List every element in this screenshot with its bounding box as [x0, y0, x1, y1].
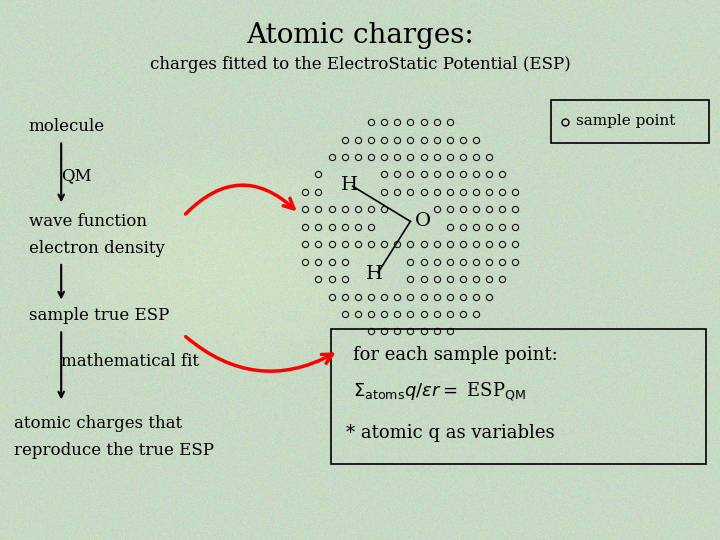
Text: reproduce the true ESP: reproduce the true ESP	[14, 442, 215, 460]
Text: electron density: electron density	[29, 240, 165, 257]
Text: Atomic charges:: Atomic charges:	[246, 22, 474, 49]
Text: QM: QM	[61, 167, 92, 184]
Text: for each sample point:: for each sample point:	[353, 347, 557, 364]
Text: sample point: sample point	[576, 114, 675, 129]
Text: sample true ESP: sample true ESP	[29, 307, 169, 325]
Text: H: H	[341, 176, 358, 194]
Text: wave function: wave function	[29, 213, 147, 230]
Text: H: H	[366, 265, 383, 283]
Text: charges fitted to the ElectroStatic Potential (ESP): charges fitted to the ElectroStatic Pote…	[150, 56, 570, 73]
Text: atomic charges that: atomic charges that	[14, 415, 183, 433]
Text: molecule: molecule	[29, 118, 105, 136]
Text: * atomic q as variables: * atomic q as variables	[346, 424, 554, 442]
Text: O: O	[415, 212, 431, 231]
Text: $\Sigma_{\rm atoms}$$q/\varepsilon r=$ ESP$_{\rm QM}$: $\Sigma_{\rm atoms}$$q/\varepsilon r=$ E…	[353, 380, 526, 403]
Text: mathematical fit: mathematical fit	[61, 353, 199, 370]
